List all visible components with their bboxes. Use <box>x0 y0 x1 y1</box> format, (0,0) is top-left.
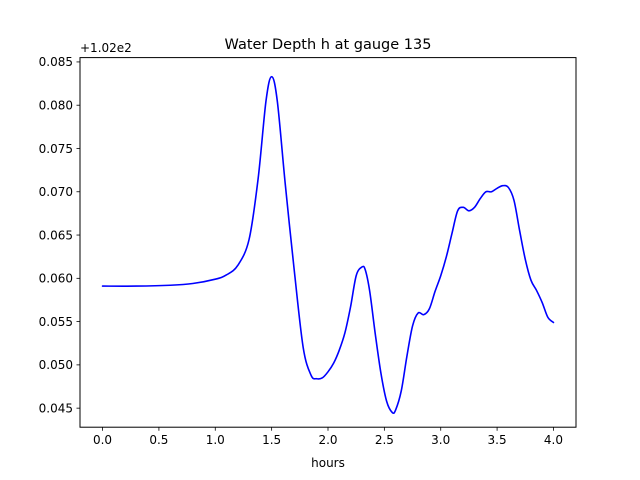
y-tick-label: 0.045 <box>39 401 73 415</box>
y-tick-label: 0.065 <box>39 228 73 242</box>
x-tick-label: 2.5 <box>375 433 394 447</box>
x-tick-label: 1.0 <box>206 433 225 447</box>
chart-title: Water Depth h at gauge 135 <box>225 37 432 53</box>
y-offset-label: +1.02e2 <box>80 41 132 55</box>
y-tick-label: 0.080 <box>39 99 73 113</box>
series-line-0 <box>101 75 555 415</box>
x-tick-label: 3.5 <box>488 433 507 447</box>
x-tick-label: 4.0 <box>544 433 563 447</box>
y-tick-label: 0.055 <box>39 315 73 329</box>
x-tick-label: 1.5 <box>262 433 281 447</box>
y-tick-label: 0.075 <box>39 142 73 156</box>
plot-area <box>79 57 577 428</box>
x-tick-label: 0.0 <box>93 433 112 447</box>
x-tick-label: 3.0 <box>431 433 450 447</box>
y-tick-label: 0.085 <box>39 55 73 69</box>
x-axis-label: hours <box>311 456 345 470</box>
x-tick-label: 0.5 <box>149 433 168 447</box>
x-axis-ticks: 0.0 0.5 1.0 1.5 2.0 2.5 3.0 3.5 4.0 <box>93 427 563 447</box>
series-layer <box>101 75 555 415</box>
y-tick-label: 0.060 <box>39 272 73 286</box>
x-tick-label: 2.0 <box>318 433 337 447</box>
y-tick-label: 0.070 <box>39 185 73 199</box>
y-tick-label: 0.050 <box>39 358 73 372</box>
y-axis-ticks: 0.045 0.050 0.055 0.060 0.065 0.070 0.075 0.080… <box>39 55 80 415</box>
